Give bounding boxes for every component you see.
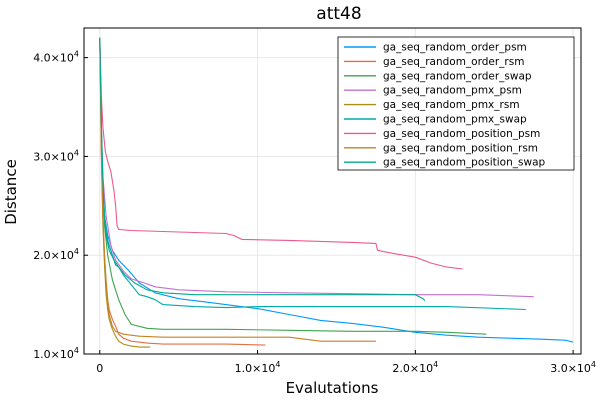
- legend-entry: ga_seq_random_position_swap: [383, 157, 546, 169]
- x-tick-label: 0: [96, 362, 103, 375]
- x-tick-label: 2.0×104: [392, 360, 438, 375]
- chart-title: att48: [316, 4, 361, 24]
- legend-entry: ga_seq_random_pmx_swap: [383, 114, 527, 126]
- legend-entry: ga_seq_random_pmx_psm: [383, 85, 522, 97]
- series-line-ga_seq_random_position_psm: [99, 37, 463, 270]
- series-lines: [99, 37, 574, 348]
- y-tick-label: 1.0×104: [33, 346, 79, 361]
- x-axis-label: Evalutations: [286, 379, 379, 397]
- legend-entry: ga_seq_random_order_psm: [383, 42, 527, 54]
- series-line-ga_seq_random_position_swap: [99, 37, 426, 302]
- x-axis-ticks: 0 1.0×104 2.0×104 3.0×104: [96, 350, 596, 375]
- y-axis-ticks: 1.0×104 2.0×104 3.0×104 4.0×104: [33, 50, 88, 361]
- legend-entry: ga_seq_random_order_rsm: [383, 56, 524, 68]
- series-line-ga_seq_random_pmx_psm: [99, 37, 534, 298]
- legend-entry: ga_seq_random_position_psm: [383, 128, 540, 140]
- x-tick-label: 3.0×104: [550, 360, 596, 375]
- legend-entry: ga_seq_random_pmx_rsm: [383, 99, 520, 111]
- y-tick-label: 2.0×104: [33, 247, 79, 262]
- x-tick-label: 1.0×104: [235, 360, 281, 375]
- y-tick-label: 3.0×104: [33, 148, 79, 163]
- legend-entry: ga_seq_random_order_swap: [383, 70, 532, 82]
- y-axis-label: Distance: [2, 159, 20, 225]
- legend-box: [337, 36, 575, 171]
- y-tick-label: 4.0×104: [33, 50, 79, 65]
- plot-frame: [83, 27, 582, 355]
- legend-entry: ga_seq_random_position_rsm: [383, 142, 538, 154]
- legend: ga_seq_random_order_psm ga_seq_random_ord…: [337, 36, 575, 171]
- series-line-ga_seq_random_position_rsm: [99, 37, 376, 342]
